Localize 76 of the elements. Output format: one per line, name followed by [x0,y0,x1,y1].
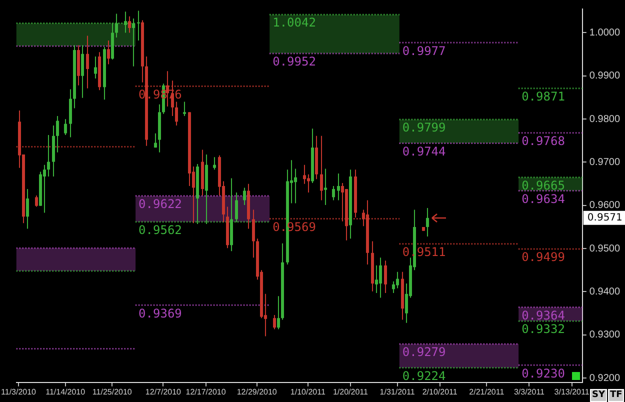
candlestick [375,264,378,294]
series-label: 0.9871 [522,90,565,104]
candlestick [56,116,59,153]
candlestick [86,35,89,89]
series-label: 0.9224 [402,368,446,383]
candlestick [183,101,186,117]
candlestick [43,164,46,214]
candlestick [392,280,395,294]
series-label: 0.9665 [522,178,565,192]
candlestick [252,209,255,258]
series-label: 0.9768 [522,134,565,148]
x-tick-label: 11/25/2010 [92,387,132,396]
candlestick [26,188,29,230]
text: 0.9571 [587,212,622,224]
series-label: 0.9562 [138,222,182,237]
series-label: 0.9499 [522,250,565,264]
candlestick [277,296,280,330]
x-tick-label: 1/20/2011 [332,387,369,396]
text: SY [590,389,607,402]
series-label: 0.9364 [522,308,565,322]
x-tick-label: 3/3/2011 [514,387,546,396]
candlestick [175,101,178,126]
candlestick [243,187,246,206]
series-label: 0.9977 [402,44,446,58]
series-label: 0.9634 [522,192,565,206]
y-tick-label: 0.9600 [589,200,620,212]
series-label: 0.9799 [402,120,446,135]
series-label: 0.9369 [138,306,182,320]
candlestick [107,40,110,65]
candlestick [137,10,140,42]
candlestick [303,164,306,184]
x-tick-label: 1/10/2011 [290,387,326,396]
x-tick-label: 12/17/2010 [186,387,226,396]
candlestick [294,168,297,204]
candlestick [332,185,335,201]
candlestick [154,132,157,148]
x-tick-label: 11/3/2010 [1,387,37,396]
candlestick [426,208,429,237]
y-tick-label: 1.0000 [589,27,620,38]
y-tick-label: 0.9800 [589,114,620,125]
candlestick [213,156,216,170]
candlestick [94,56,97,79]
x-tick-label: 12/7/2010 [145,387,182,396]
x-tick-label: 2/10/2011 [422,387,458,396]
series-label: 0.9279 [402,345,446,360]
candlestick [324,168,327,206]
y-tick-label: 0.9400 [589,286,620,298]
candlestick [379,257,382,298]
candlestick [47,134,50,177]
candlestick [273,314,276,330]
series-label: 1.0042 [272,16,316,30]
y-tick-label: 0.9900 [589,70,620,82]
text: TF [608,389,624,402]
x-tick-label: 12/29/2010 [236,387,278,396]
candlestick [64,118,67,136]
y-tick-label: 0.9200 [589,372,620,384]
series-label: 0.9622 [138,197,182,212]
candlestick [384,260,387,294]
y-tick-label: 0.9500 [589,243,620,254]
series-label: 0.9952 [272,54,316,69]
y-tick-label: 0.9700 [589,156,620,168]
x-tick-label: 11/14/2010 [46,387,86,396]
x-tick-label: 2/21/2011 [469,387,505,396]
candlestick [396,271,399,289]
candlestick [307,174,310,193]
candlestick [128,16,131,34]
series-label: 0.9332 [522,322,565,336]
candlestick [320,135,323,201]
series-label: 0.9230 [522,366,565,380]
x-tick-label: 1/31/2011 [380,387,416,396]
series-label: 0.9744 [402,144,446,158]
x-tick-label: 3/13/2011 [554,387,590,396]
candlestick [337,172,340,201]
candlestick [81,44,84,98]
candlestick [35,194,38,208]
y-tick-label: 0.9300 [589,330,620,341]
